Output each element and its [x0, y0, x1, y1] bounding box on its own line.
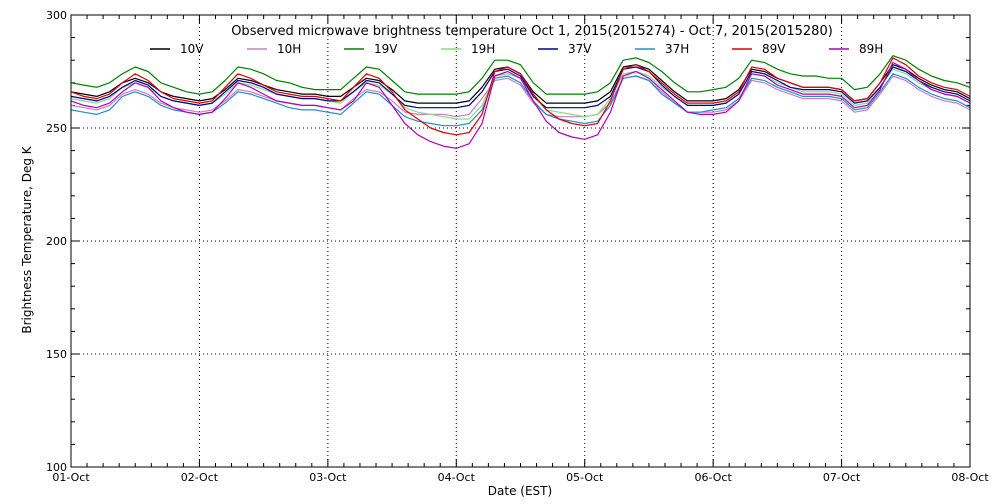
x-tick-labels: 01-Oct 02-Oct 03-Oct 04-Oct 05-Oct 06-Oct 07-O…: [52, 471, 989, 484]
y-tick-label: 200: [46, 235, 67, 248]
legend: 10V 10H 19V 19H 37V 37H 89V 89H: [150, 42, 883, 56]
series-line-89v: [70, 57, 971, 136]
grid-layer: [71, 15, 970, 467]
x-tick-label: 05-Oct: [566, 471, 604, 484]
x-axis-label: Date (EST): [488, 484, 552, 498]
series-line-37v: [70, 66, 971, 109]
x-tick-label: 02-Oct: [181, 471, 219, 484]
legend-label-37v: 37V: [568, 42, 592, 56]
y-tick-label: 100: [46, 461, 67, 474]
legend-label-89v: 89V: [762, 42, 786, 56]
chart-title: Observed microwave brightness temperatur…: [231, 24, 833, 39]
x-tick-label: 07-Oct: [823, 471, 861, 484]
x-tick-label: 06-Oct: [694, 471, 732, 484]
legend-label-19h: 19H: [471, 42, 495, 56]
x-tick-label: 04-Oct: [438, 471, 476, 484]
legend-label-37h: 37H: [665, 42, 689, 56]
ticks-layer: [70, 14, 971, 468]
series-layer: [70, 55, 971, 149]
x-tick-label: 08-Oct: [951, 471, 989, 484]
legend-label-19v: 19V: [374, 42, 398, 56]
x-tick-label: 01-Oct: [52, 471, 90, 484]
series-line-19v: [70, 55, 971, 95]
y-tick-label: 250: [46, 122, 67, 135]
y-tick-label: 300: [46, 9, 67, 22]
legend-label-10h: 10H: [277, 42, 301, 56]
series-line-89h: [70, 61, 971, 149]
legend-label-10v: 10V: [180, 42, 204, 56]
series-line-10h: [70, 75, 971, 118]
y-tick-labels: 100 150 200 250 300: [46, 9, 67, 474]
x-tick-label: 03-Oct: [309, 471, 347, 484]
legend-label-89h: 89H: [859, 42, 883, 56]
y-tick-label: 150: [46, 348, 67, 361]
y-axis-label: Brightness Temperature, Deg K: [20, 145, 34, 333]
series-line-37h: [70, 73, 971, 127]
plot-frame: [70, 14, 971, 468]
